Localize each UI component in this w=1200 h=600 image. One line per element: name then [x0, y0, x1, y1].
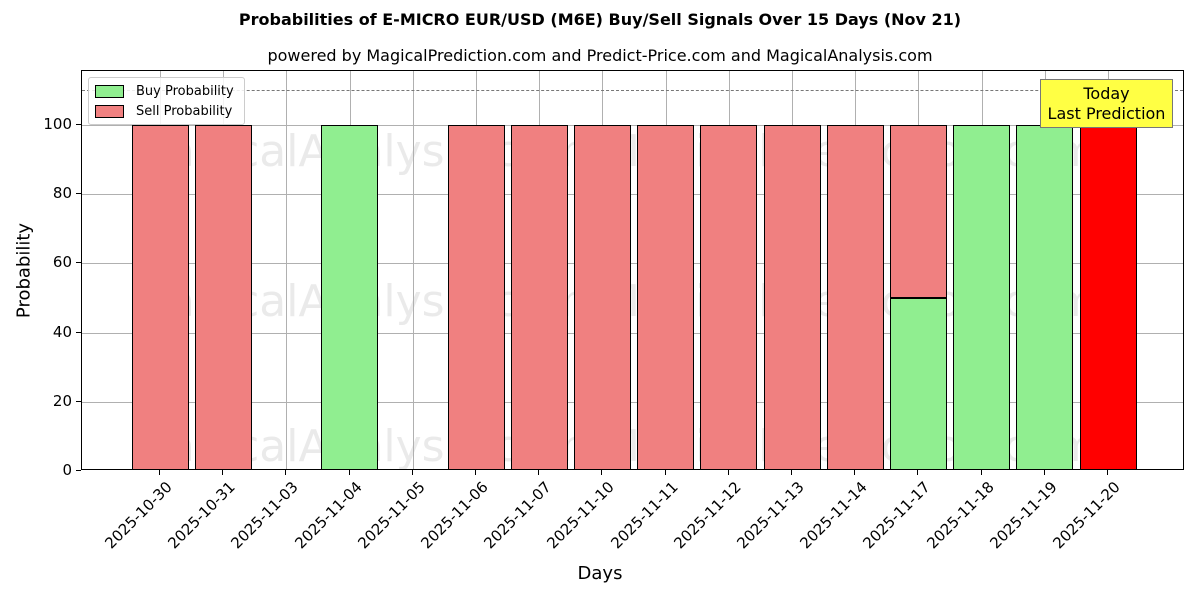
legend-label-buy: Buy Probability: [136, 83, 234, 99]
x-tick-mark: [475, 470, 476, 475]
x-tick-mark: [538, 470, 540, 475]
y-tick-mark: [76, 470, 81, 471]
y-tick-label: 20: [52, 391, 72, 410]
x-axis-title: Days: [577, 563, 623, 584]
plot-area: MagicalAnalysis.comMagicalPrediction.com…: [81, 70, 1184, 470]
y-tick-mark: [76, 262, 81, 264]
bar-sell-2025-10-30: [131, 125, 189, 469]
bar-sell-2025-11-07: [510, 125, 568, 469]
y-tick-label: 60: [52, 253, 72, 272]
bar-buy-2025-11-04: [321, 125, 379, 469]
x-tick-mark: [159, 470, 160, 475]
grid-line-h: [82, 194, 1183, 196]
bar-sell-2025-11-11: [637, 125, 695, 469]
y-tick-mark: [76, 400, 81, 402]
legend-item-sell: Sell Probability: [95, 103, 232, 119]
grid-line-v: [412, 71, 414, 469]
bar-sell-2025-11-12: [700, 125, 758, 469]
buy-swatch-icon: [95, 84, 124, 98]
legend-label-sell: Sell Probability: [136, 103, 233, 119]
reference-line: [82, 90, 1183, 92]
y-tick-label: 100: [43, 115, 72, 133]
legend-item-buy: Buy Probability: [95, 83, 234, 99]
x-tick-mark: [1107, 470, 1108, 475]
today-annotation: Today Last Prediction: [1040, 79, 1173, 128]
y-tick-label: 0: [62, 461, 72, 479]
x-tick-mark: [980, 470, 982, 475]
bar-buy-2025-11-17: [889, 298, 947, 469]
y-tick-label: 80: [52, 184, 72, 203]
bar-sell-2025-11-20: [1079, 125, 1137, 469]
x-tick-mark: [411, 470, 413, 475]
grid-line-h: [82, 263, 1183, 265]
grid-line-h: [82, 125, 1183, 126]
x-tick-mark: [1043, 470, 1045, 475]
x-tick-mark: [917, 470, 919, 475]
grid-line-h: [82, 401, 1183, 403]
chart-subtitle: powered by MagicalPrediction.com and Pre…: [267, 46, 933, 65]
today-label: Today: [1083, 84, 1130, 103]
sell-swatch-icon: [95, 104, 124, 118]
y-tick-mark: [76, 124, 81, 125]
bar-sell-2025-10-31: [194, 125, 252, 469]
legend: Buy Probability Sell Probability: [88, 77, 245, 125]
bar-sell-2025-11-13: [763, 125, 821, 469]
bar-sell-2025-11-06: [447, 125, 505, 469]
x-tick-mark: [791, 470, 792, 475]
last-prediction-label: Last Prediction: [1047, 104, 1166, 123]
y-tick-mark: [76, 331, 81, 333]
x-tick-mark: [222, 470, 224, 475]
bar-buy-2025-11-19: [1016, 125, 1074, 469]
grid-line-h: [82, 332, 1183, 334]
bar-buy-2025-11-18: [953, 125, 1011, 469]
x-tick-mark: [664, 470, 666, 475]
x-tick-mark: [285, 470, 287, 475]
x-tick-mark: [348, 470, 350, 475]
chart-title: Probabilities of E-MICRO EUR/USD (M6E) B…: [238, 10, 962, 29]
y-tick-mark: [76, 193, 81, 195]
x-tick-mark: [727, 470, 729, 475]
bar-sell-2025-11-10: [573, 125, 631, 469]
bar-sell-2025-11-14: [826, 125, 884, 469]
bar-sell-2025-11-17: [889, 125, 947, 298]
grid-line-v: [286, 71, 288, 469]
x-tick-mark: [601, 470, 603, 475]
x-tick-mark: [854, 470, 856, 475]
y-tick-label: 40: [52, 322, 72, 341]
